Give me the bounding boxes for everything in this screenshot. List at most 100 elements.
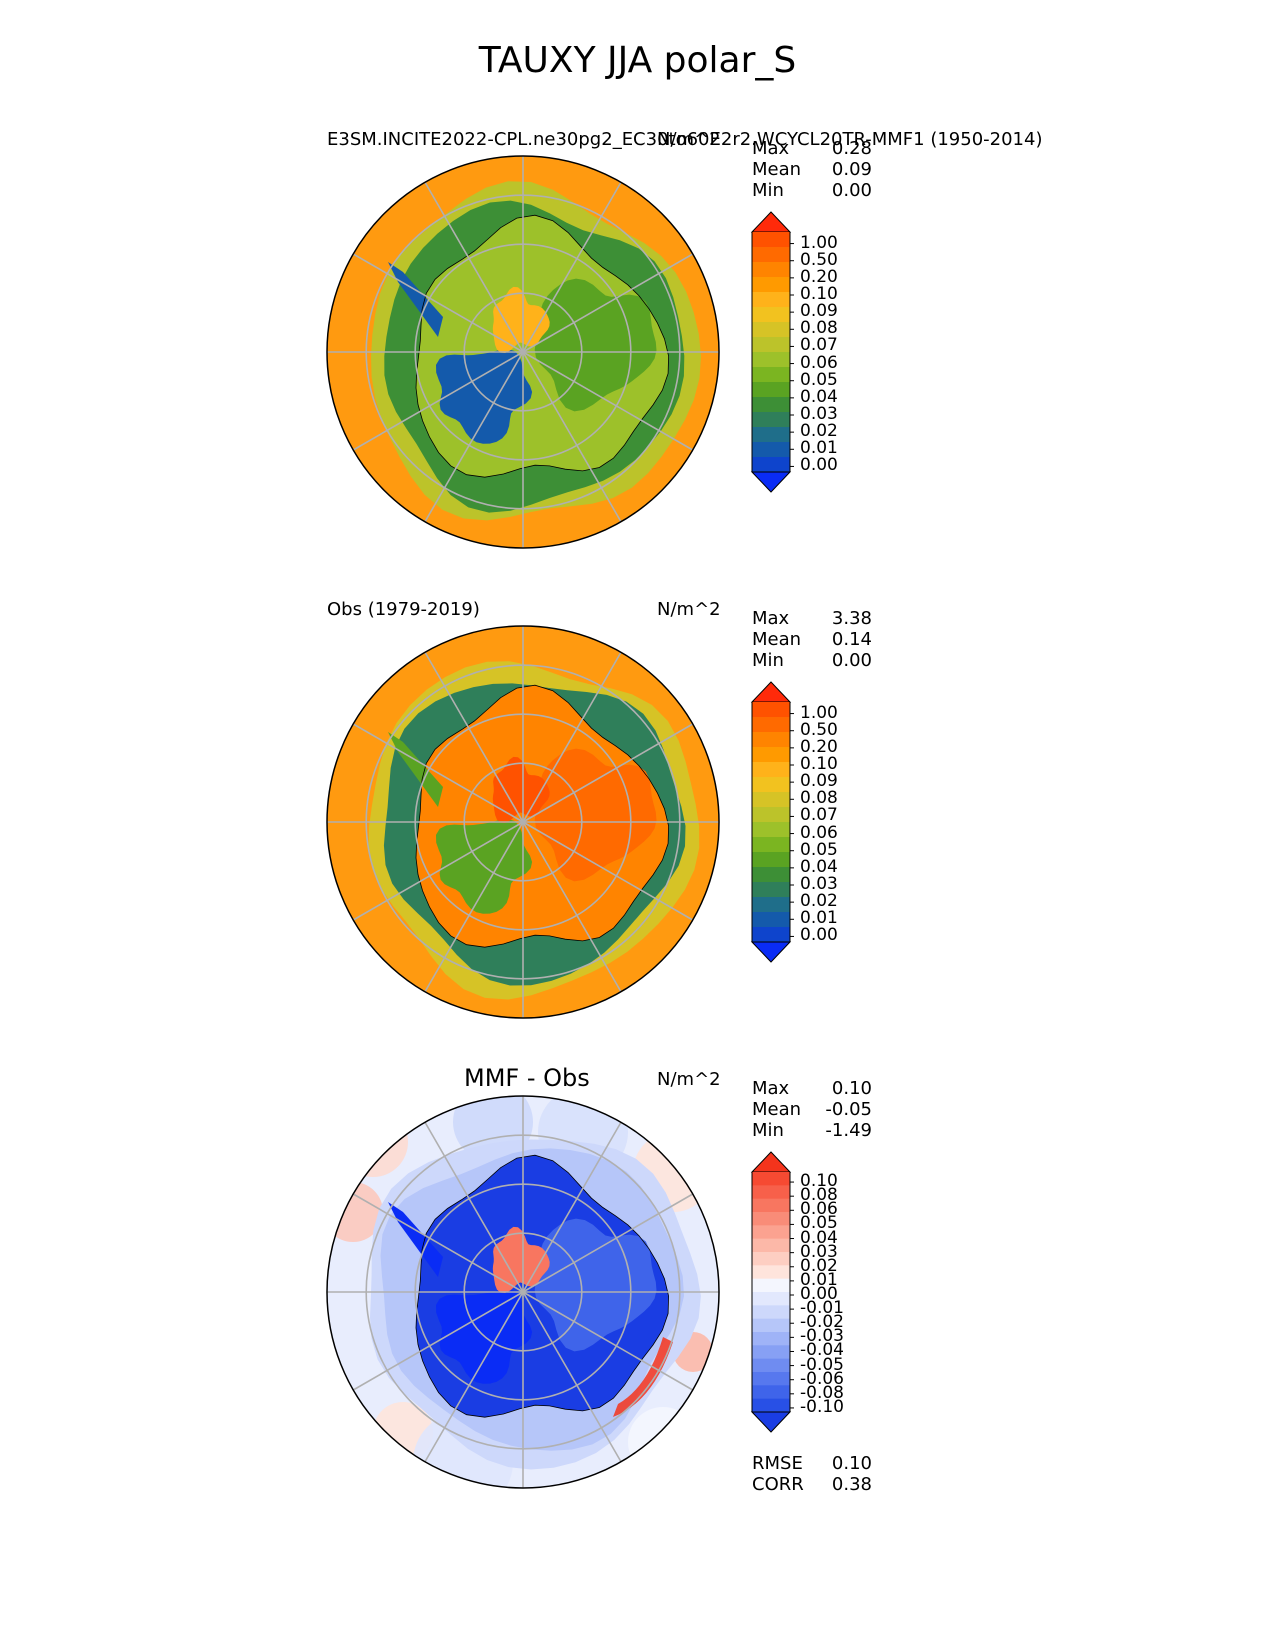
colorbar-segment [752,1225,790,1240]
colorbar-segment [752,1172,790,1186]
colorbar-segment [752,822,790,838]
panel2-stat-mean-value: 0.14 [831,629,872,650]
panel1-stat-max-value: 0.28 [831,138,872,159]
map-coastline [415,684,670,948]
colorbar-segment [752,1292,790,1306]
colorbar-segment [752,442,790,458]
map-meridian-line [522,1291,694,1391]
colorbar-tick-label: 0.50 [800,719,838,740]
map-meridian-line [522,351,622,523]
colorbar-segment [752,277,790,293]
colorbar-tick-label: 0.10 [800,284,838,304]
colorbar-segment [752,717,790,733]
colorbar-test [750,211,794,493]
colorbar-segment [752,307,790,323]
colorbar-diff [750,1151,794,1433]
colorbar-segment [752,912,790,928]
map-meridian-line [352,723,524,823]
colorbar-tick-label: 0.20 [800,736,838,757]
colorbar-tick-label: 0.02 [800,421,838,442]
panel3-units: N/m^2 [657,1069,721,1090]
panel3-corr-value: 0.38 [831,1474,872,1495]
panel2-units: N/m^2 [657,599,721,620]
colorbar-segment [752,1305,790,1320]
panel3-stat-min-value: -1.49 [825,1120,872,1141]
colorbar-tick-label: 0.06 [800,822,838,843]
colorbar-segment [752,1212,790,1226]
colorbar-segment [752,262,790,278]
map-meridian-line [424,1121,524,1293]
colorbar-tick-label: 0.03 [800,874,838,894]
colorbar-tick-label: 0.03 [800,404,838,424]
colorbar-segment [752,867,790,883]
panel3-stat-mean-value: -0.05 [825,1099,872,1120]
colorbar-segment [752,882,790,898]
colorbar-tick-label: 0.20 [800,266,838,287]
colorbar-segment [752,762,790,778]
colorbar-tick-label: 0.09 [800,301,838,322]
panel1-stat-min-value: 0.00 [831,180,872,201]
colorbar-tick-label: 0.05 [800,839,838,860]
panel2-left-title: Obs (1979-2019) [327,599,480,620]
map-meridian-line [522,181,622,353]
colorbar-segment [752,897,790,913]
panel2-stat-mean-label: Mean [752,629,802,650]
polar-map-ref [326,625,720,1019]
colorbar-segment [752,412,790,428]
colorbar-tick-label: 0.06 [800,1199,838,1220]
map-meridian-line [522,1193,694,1293]
map-continent-region [492,1226,550,1293]
panel1-stat-mean-label: Mean [752,159,802,180]
colorbar-tick-label: 0.05 [800,369,838,390]
colorbar-segment [752,427,790,443]
colorbar-tick-label: -0.10 [800,1396,844,1417]
panel2-stat-max-label: Max [752,608,790,629]
colorbar-extend-min [750,941,792,963]
map-peninsula [388,732,443,807]
colorbar-tick-label: 0.08 [800,318,838,339]
colorbar-segment [752,1332,790,1346]
panel2-stat-min-label: Min [752,650,784,671]
colorbar-segment [752,337,790,353]
panel1-stat-max-label: Max [752,138,790,159]
map-boundary [326,1095,720,1489]
map-meridian-line [352,1193,524,1293]
panel3-rmse-label: RMSE [752,1453,803,1474]
map-meridian-line [352,253,524,353]
colorbar-segment [752,1198,790,1213]
panel3-rmse-value: 0.10 [831,1453,872,1474]
colorbar-segment [752,1372,790,1386]
map-continent-region [492,756,550,823]
colorbar-tick-label: 1.00 [800,702,838,723]
map-meridian-line [522,253,694,353]
colorbar-segment [752,322,790,338]
map-boundary [326,625,720,1019]
colorbar-segment [752,777,790,793]
map-meridian-line [352,1291,524,1391]
colorbar-segment [752,367,790,383]
colorbar-segment [752,807,790,823]
panel3-corr-label: CORR [752,1474,804,1495]
panel1-stat-mean-value: 0.09 [831,159,872,180]
colorbar-tick-label: 0.05 [800,1213,838,1234]
map-meridian-line [424,821,524,993]
colorbar-tick-label: 0.08 [800,788,838,809]
map-peninsula [388,262,443,337]
map-anomaly-patch [628,1407,698,1477]
panel3-stat-max-value: 0.10 [831,1078,872,1099]
colorbar-tick-label: -0.02 [800,1312,844,1333]
map-peninsula [388,1202,443,1277]
colorbar-segment [752,1358,790,1373]
colorbar-tick-label: 0.07 [800,335,838,356]
colorbar-segment [752,352,790,368]
colorbar-tick-label: -0.06 [800,1368,844,1389]
colorbar-tick-label: 0.09 [800,771,838,792]
colorbar-segment [752,247,790,263]
panel3-stat-min-label: Min [752,1120,784,1141]
colorbar-tick-label: -0.08 [800,1382,844,1403]
colorbar-segment [752,382,790,398]
colorbar-tick-label: 0.08 [800,1185,838,1206]
colorbar-tick-label: 0.07 [800,805,838,826]
panel1-units: N/m^2 [657,129,721,150]
map-meridian-line [352,351,524,451]
